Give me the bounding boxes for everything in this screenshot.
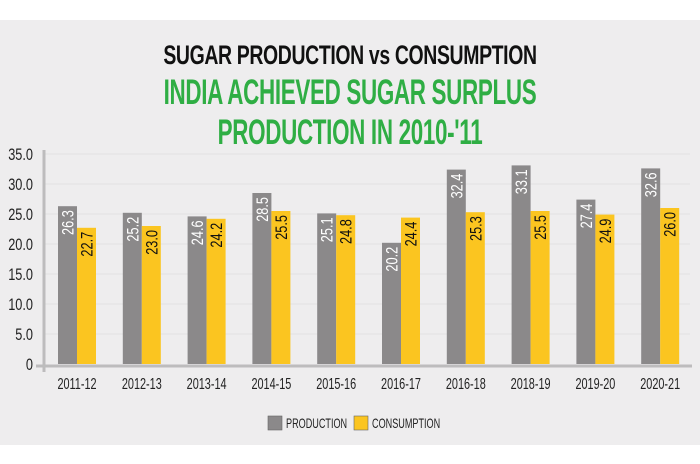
bar-consumption: [530, 211, 550, 364]
bar-consumption: [336, 215, 356, 364]
data-label: 25.1: [318, 217, 337, 242]
legend-label-production: PRODUCTION: [286, 415, 347, 432]
bar-consumption: [271, 211, 291, 364]
x-tick-label: 2018-19: [511, 375, 551, 393]
bar-production: [122, 212, 142, 364]
data-label: 25.2: [124, 217, 143, 242]
legend-swatch-consumption: [353, 415, 369, 431]
bar-consumption: [465, 212, 485, 364]
data-label: 26.3: [59, 210, 78, 235]
data-label: 24.2: [207, 223, 226, 248]
data-label: 33.1: [512, 169, 531, 194]
data-label: 24.8: [337, 219, 356, 244]
y-tick-label: 10.0: [8, 295, 33, 314]
y-tick-label: 30.0: [8, 175, 33, 194]
x-tick-label: 2012-13: [122, 375, 162, 393]
data-label: 23.0: [143, 230, 162, 255]
data-label: 25.5: [272, 215, 291, 240]
bar-production: [58, 206, 77, 364]
bar-consumption: [660, 208, 680, 364]
data-label: 28.5: [253, 197, 272, 222]
legend-label-consumption: CONSUMPTION: [372, 415, 440, 432]
x-tick-label: 2014-15: [251, 375, 291, 393]
bar-consumption: [141, 226, 161, 364]
y-tick-label: 35.0: [8, 145, 33, 164]
data-label: 26.0: [661, 212, 680, 237]
y-tick-label: 25.0: [8, 205, 33, 224]
x-tick-label: 2016-18: [446, 375, 486, 393]
data-label: 25.5: [531, 215, 550, 240]
x-tick-label: 2015-16: [316, 375, 356, 393]
x-tick-label: 2011-12: [57, 375, 96, 393]
x-tick-label: 2020-21: [640, 375, 680, 393]
bar-production: [317, 213, 337, 364]
bar-consumption: [595, 214, 615, 364]
bar-production: [382, 242, 401, 364]
chart-title: SUGAR PRODUCTION vs CONSUMPTION: [163, 40, 537, 70]
y-tick-label: 20.0: [8, 235, 33, 254]
x-tick-label: 2019-20: [575, 375, 615, 393]
y-tick-label: 15.0: [8, 265, 33, 284]
bar-production: [576, 199, 596, 364]
x-tick-label: 2013-14: [187, 375, 227, 393]
data-label: 20.2: [383, 247, 402, 272]
bar-production: [641, 168, 661, 364]
y-tick-label: 5.0: [15, 325, 33, 344]
bar-consumption: [77, 227, 96, 364]
data-label: 32.4: [448, 174, 467, 199]
bar-consumption: [206, 218, 226, 364]
bar-production: [252, 193, 272, 364]
data-label: 24.9: [596, 219, 615, 244]
y-tick-label: 0: [26, 355, 33, 374]
data-label: 22.7: [78, 232, 97, 257]
data-label: 32.6: [642, 172, 661, 197]
bar-production: [511, 165, 531, 364]
data-label: 24.4: [402, 222, 421, 247]
bar-consumption: [401, 217, 420, 364]
data-label: 27.4: [577, 204, 596, 229]
legend-swatch-production: [267, 415, 283, 431]
data-label: 25.3: [467, 216, 486, 241]
bar-production: [446, 169, 466, 364]
data-label: 24.6: [188, 220, 207, 245]
x-tick-label: 2016-17: [381, 375, 421, 393]
bar-production: [187, 216, 207, 364]
chart-subtitle: INDIA ACHIEVED SUGAR SURPLUS PRODUCTION …: [163, 73, 537, 152]
